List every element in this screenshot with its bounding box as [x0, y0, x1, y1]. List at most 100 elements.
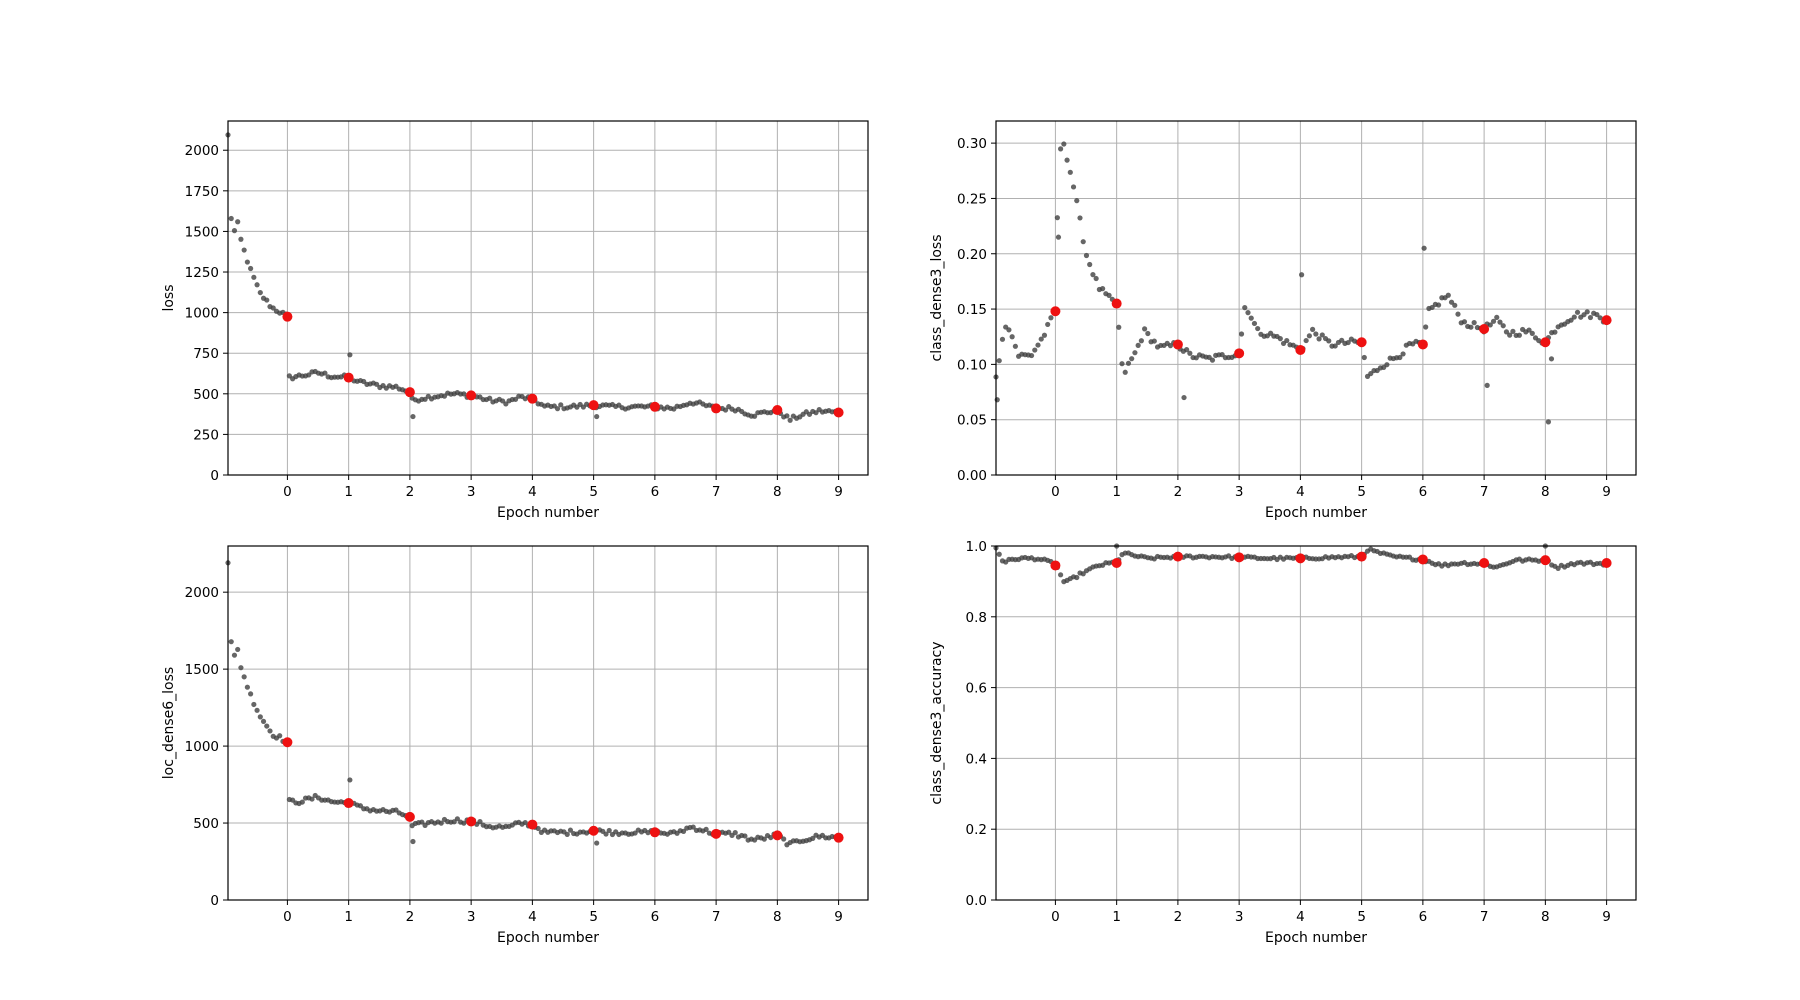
batch-point	[244, 684, 250, 690]
batch-point	[1032, 347, 1038, 353]
batch-point	[1012, 343, 1018, 349]
batch-point	[251, 701, 257, 708]
batch-point	[322, 370, 328, 376]
batch-point	[1080, 571, 1086, 577]
y-tick-label: 0.05	[957, 413, 987, 429]
y-tick-label: 0.8	[966, 610, 987, 626]
x-tick-label: 4	[528, 484, 537, 500]
x-tick-label: 1	[344, 909, 353, 925]
y-tick-label: 500	[193, 387, 219, 403]
batch-point	[244, 259, 250, 265]
batch-point	[438, 820, 444, 826]
batch-point	[1277, 336, 1283, 342]
batch-point	[1397, 354, 1403, 361]
batch-point	[419, 819, 425, 825]
batch-point	[1471, 320, 1477, 326]
epoch-end-point	[527, 819, 538, 830]
epoch-end-point	[343, 798, 354, 809]
batch-point	[441, 393, 448, 399]
batch-point	[1070, 184, 1077, 190]
batch-point	[1187, 350, 1193, 356]
x-tick-label: 2	[1174, 909, 1183, 925]
batch-point	[1310, 326, 1316, 332]
x-tick-label: 6	[651, 484, 660, 500]
batch-point	[1058, 572, 1064, 578]
batch-point	[1090, 272, 1096, 278]
batch-point	[1028, 352, 1035, 359]
batch-point	[1116, 324, 1122, 330]
y-tick-label: 0.2	[966, 822, 987, 838]
batch-point	[1568, 317, 1574, 323]
chart-panel-4: 0 1 2 3 4 5 6 7 8 9 0.0 0.2 0.4 0.6 0.8 1.0 Epoch number…	[929, 539, 1637, 946]
x-tick-label: 6	[651, 909, 660, 925]
y-tick-label: 2000	[185, 585, 219, 601]
batch-point	[1497, 319, 1503, 325]
batch-point	[235, 646, 241, 653]
y-tick-label: 0	[210, 468, 219, 484]
batch-point	[1461, 319, 1468, 325]
batch-point	[1125, 360, 1132, 366]
x-tick-label: 7	[712, 484, 721, 500]
x-tick-label: 3	[1235, 484, 1244, 500]
batch-point	[1151, 338, 1157, 344]
batch-point	[241, 674, 247, 680]
batch-point	[270, 305, 276, 311]
epoch-end-point	[466, 816, 477, 827]
batch-point	[254, 707, 260, 713]
batch-point	[410, 838, 416, 845]
epoch-end-point	[649, 827, 660, 838]
epoch-end-point	[772, 405, 783, 416]
x-axis-label: Epoch number	[497, 505, 599, 521]
y-tick-label: 1000	[185, 306, 219, 322]
batch-point	[1006, 327, 1012, 333]
y-tick-label: 1750	[185, 184, 219, 200]
x-tick-label: 4	[528, 909, 537, 925]
batch-point	[1452, 302, 1458, 308]
y-axis-label: loc_dense6_loss	[161, 667, 177, 779]
epoch-end-point	[343, 372, 354, 383]
epoch-end-point	[1050, 560, 1061, 571]
batch-point	[1284, 337, 1290, 344]
x-tick-label: 5	[1357, 909, 1366, 925]
y-tick-label: 2000	[185, 143, 219, 159]
batch-point	[1041, 332, 1048, 338]
epoch-end-point	[833, 832, 844, 843]
y-axis-label: loss	[161, 284, 177, 311]
batch-point	[1074, 574, 1080, 581]
batch-point	[264, 723, 270, 729]
batch-point	[248, 691, 254, 697]
batch-point	[1122, 369, 1128, 375]
batch-point	[1339, 337, 1345, 343]
batch-point	[1487, 322, 1493, 328]
epoch-end-point	[282, 311, 293, 322]
batch-point	[1067, 169, 1073, 175]
batch-point	[277, 733, 283, 739]
batch-point	[238, 665, 244, 671]
x-tick-label: 1	[1112, 909, 1121, 925]
x-tick-label: 0	[1051, 484, 1060, 500]
batch-point	[732, 830, 738, 836]
epoch-end-point	[1540, 337, 1551, 348]
batch-point	[1445, 292, 1451, 298]
batch-point	[1306, 333, 1312, 339]
batch-point	[1129, 356, 1135, 362]
x-axis-label: Epoch number	[497, 930, 599, 946]
y-tick-label: 1500	[185, 662, 219, 678]
batch-point	[238, 236, 244, 242]
batch-point	[1054, 215, 1060, 221]
batch-point	[1184, 347, 1190, 353]
batch-point	[1119, 361, 1125, 367]
chart-panel-1: 0 1 2 3 4 5 6 7 8 9 0 250 500 750 1000 1250 1500 1750 2000…	[161, 120, 869, 521]
x-tick-label: 5	[589, 484, 598, 500]
batch-point	[606, 827, 612, 834]
x-tick-label: 5	[589, 909, 598, 925]
batch-point	[235, 219, 241, 225]
x-tick-label: 9	[834, 909, 843, 925]
batch-point	[1503, 329, 1510, 335]
batch-point	[1074, 198, 1080, 204]
y-tick-label: 0.10	[957, 357, 987, 373]
y-tick-label: 1.0	[966, 539, 987, 555]
batch-point	[1299, 272, 1305, 278]
epoch-end-points	[1050, 551, 1612, 571]
